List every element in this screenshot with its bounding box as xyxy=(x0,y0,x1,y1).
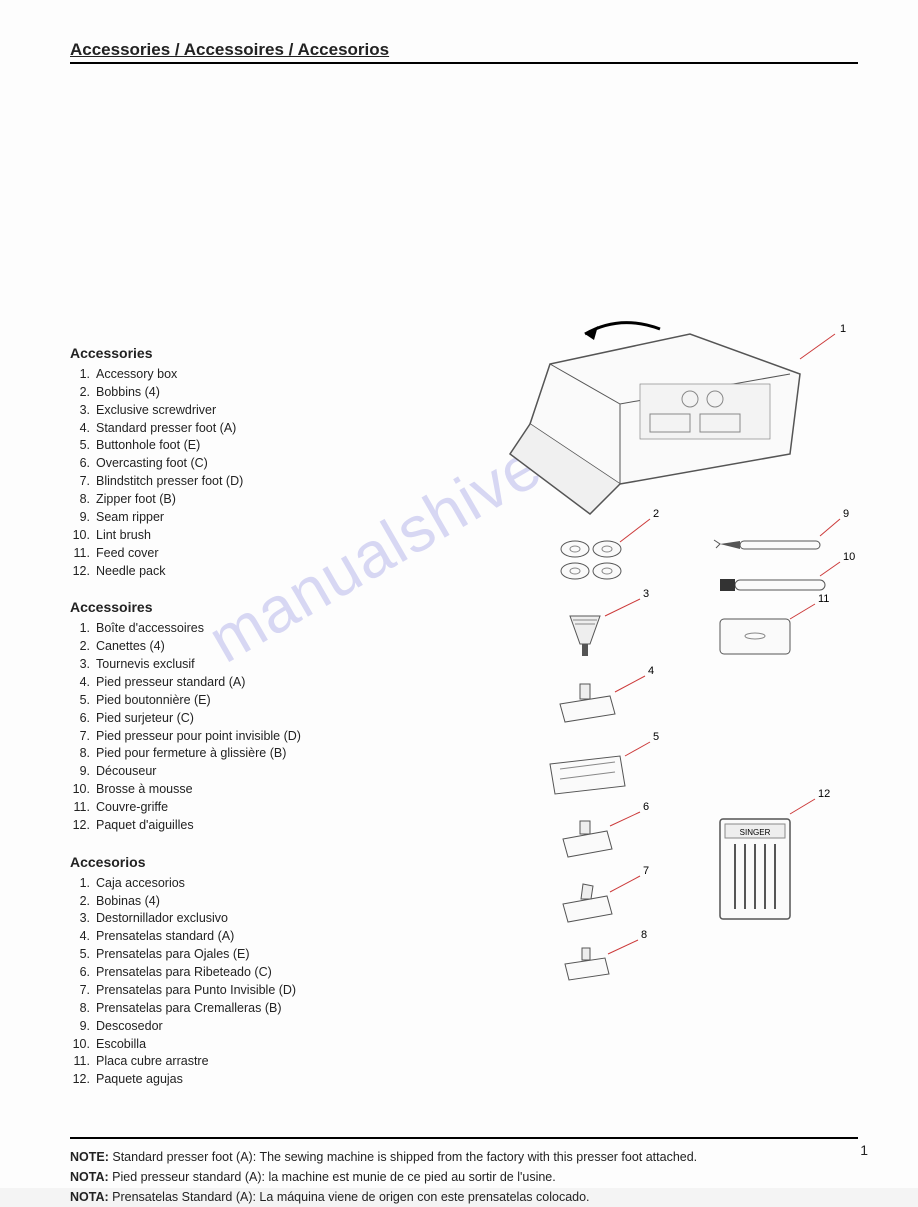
buttonhole-foot-icon xyxy=(550,756,625,794)
list-item: Escobilla xyxy=(94,1036,490,1054)
list-item: Paquete agujas xyxy=(94,1071,490,1089)
callout-6: 6 xyxy=(643,801,649,813)
callout-5: 5 xyxy=(653,731,659,743)
list-item: Pied presseur pour point invisible (D) xyxy=(94,728,490,746)
list-item: Prensatelas para Punto Invisible (D) xyxy=(94,982,490,1000)
list-item: Prensatelas para Cremalleras (B) xyxy=(94,1000,490,1018)
list-item: Boîte d'accessoires xyxy=(94,620,490,638)
list-item: Needle pack xyxy=(94,563,490,581)
note-text: Prensatelas Standard (A): La máquina vie… xyxy=(112,1190,589,1204)
list-item: Prensatelas para Ojales (E) xyxy=(94,946,490,964)
list-item: Brosse à mousse xyxy=(94,781,490,799)
list-item: Pied pour fermeture à glissière (B) xyxy=(94,745,490,763)
list-item: Zipper foot (B) xyxy=(94,491,490,509)
accessories-list-fr: Boîte d'accessoires Canettes (4) Tournev… xyxy=(70,620,490,835)
callout-3: 3 xyxy=(643,588,649,600)
zipper-foot-icon xyxy=(565,948,609,980)
accessories-list-es: Caja accesorios Bobinas (4) Destornillad… xyxy=(70,875,490,1090)
list-item: Lint brush xyxy=(94,527,490,545)
list-item: Bobinas (4) xyxy=(94,893,490,911)
list-item: Descosedor xyxy=(94,1018,490,1036)
list-item: Caja accesorios xyxy=(94,875,490,893)
section-title-es: Accesorios xyxy=(70,853,490,872)
section-title-en: Accessories xyxy=(70,344,490,363)
page-number: 1 xyxy=(860,1142,868,1158)
accessories-diagram: 1 2 9 xyxy=(490,304,870,1024)
manual-page: Accessories / Accessoires / Accesorios m… xyxy=(0,0,918,1188)
callout-10: 10 xyxy=(843,551,855,563)
diagram-column: 1 2 9 xyxy=(490,344,858,1064)
screwdriver-icon xyxy=(570,616,600,656)
overcasting-foot-icon xyxy=(563,821,612,857)
feed-cover-icon xyxy=(720,619,790,654)
note-text: Standard presser foot (A): The sewing ma… xyxy=(112,1150,697,1164)
callout-4: 4 xyxy=(648,665,654,677)
callout-2: 2 xyxy=(653,508,659,520)
notes-block: NOTE: Standard presser foot (A): The sew… xyxy=(70,1147,858,1207)
list-item: Overcasting foot (C) xyxy=(94,455,490,473)
list-item: Canettes (4) xyxy=(94,638,490,656)
presser-foot-a-icon xyxy=(560,684,615,722)
list-item: Buttonhole foot (E) xyxy=(94,437,490,455)
accessories-list-en: Accessory box Bobbins (4) Exclusive scre… xyxy=(70,366,490,581)
section-title-fr: Accessoires xyxy=(70,598,490,617)
bottom-rule xyxy=(70,1137,858,1139)
seam-ripper-icon xyxy=(714,540,820,549)
list-item: Blindstitch presser foot (D) xyxy=(94,473,490,491)
page-title: Accessories / Accessoires / Accesorios xyxy=(70,40,858,60)
list-item: Bobbins (4) xyxy=(94,384,490,402)
bobbins-icon xyxy=(561,541,621,579)
list-item: Tournevis exclusif xyxy=(94,656,490,674)
note-label: NOTE: xyxy=(70,1150,109,1164)
note-en: NOTE: Standard presser foot (A): The sew… xyxy=(70,1147,858,1167)
list-item: Découseur xyxy=(94,763,490,781)
list-item: Prensatelas standard (A) xyxy=(94,928,490,946)
note-fr: NOTA: Pied presseur standard (A): la mac… xyxy=(70,1167,858,1187)
list-item: Pied presseur standard (A) xyxy=(94,674,490,692)
content-row: Accessories Accessory box Bobbins (4) Ex… xyxy=(70,344,858,1107)
callout-12: 12 xyxy=(818,788,830,800)
list-item: Standard presser foot (A) xyxy=(94,420,490,438)
list-item: Placa cubre arrastre xyxy=(94,1053,490,1071)
needle-pack-icon: SINGER xyxy=(720,819,790,919)
list-item: Seam ripper xyxy=(94,509,490,527)
header-rule xyxy=(70,62,858,64)
note-text: Pied presseur standard (A): la machine e… xyxy=(112,1170,556,1184)
callout-1: 1 xyxy=(840,323,846,335)
callout-7: 7 xyxy=(643,865,649,877)
lint-brush-icon xyxy=(720,579,825,591)
list-item: Accessory box xyxy=(94,366,490,384)
list-item: Couvre-griffe xyxy=(94,799,490,817)
list-item: Feed cover xyxy=(94,545,490,563)
list-item: Pied boutonnière (E) xyxy=(94,692,490,710)
lists-column: Accessories Accessory box Bobbins (4) Ex… xyxy=(70,344,490,1107)
note-es: NOTA: Prensatelas Standard (A): La máqui… xyxy=(70,1187,858,1207)
note-label: NOTA: xyxy=(70,1170,109,1184)
list-item: Paquet d'aiguilles xyxy=(94,817,490,835)
needle-pack-label: SINGER xyxy=(740,828,771,837)
callout-8: 8 xyxy=(641,929,647,941)
callout-9: 9 xyxy=(843,508,849,520)
list-item: Prensatelas para Ribeteado (C) xyxy=(94,964,490,982)
list-item: Destornillador exclusivo xyxy=(94,910,490,928)
callout-11: 11 xyxy=(818,593,829,605)
accessory-box-icon xyxy=(510,323,800,514)
list-item: Pied surjeteur (C) xyxy=(94,710,490,728)
list-item: Exclusive screwdriver xyxy=(94,402,490,420)
blindstitch-foot-icon xyxy=(563,884,612,922)
note-label: NOTA: xyxy=(70,1190,109,1204)
